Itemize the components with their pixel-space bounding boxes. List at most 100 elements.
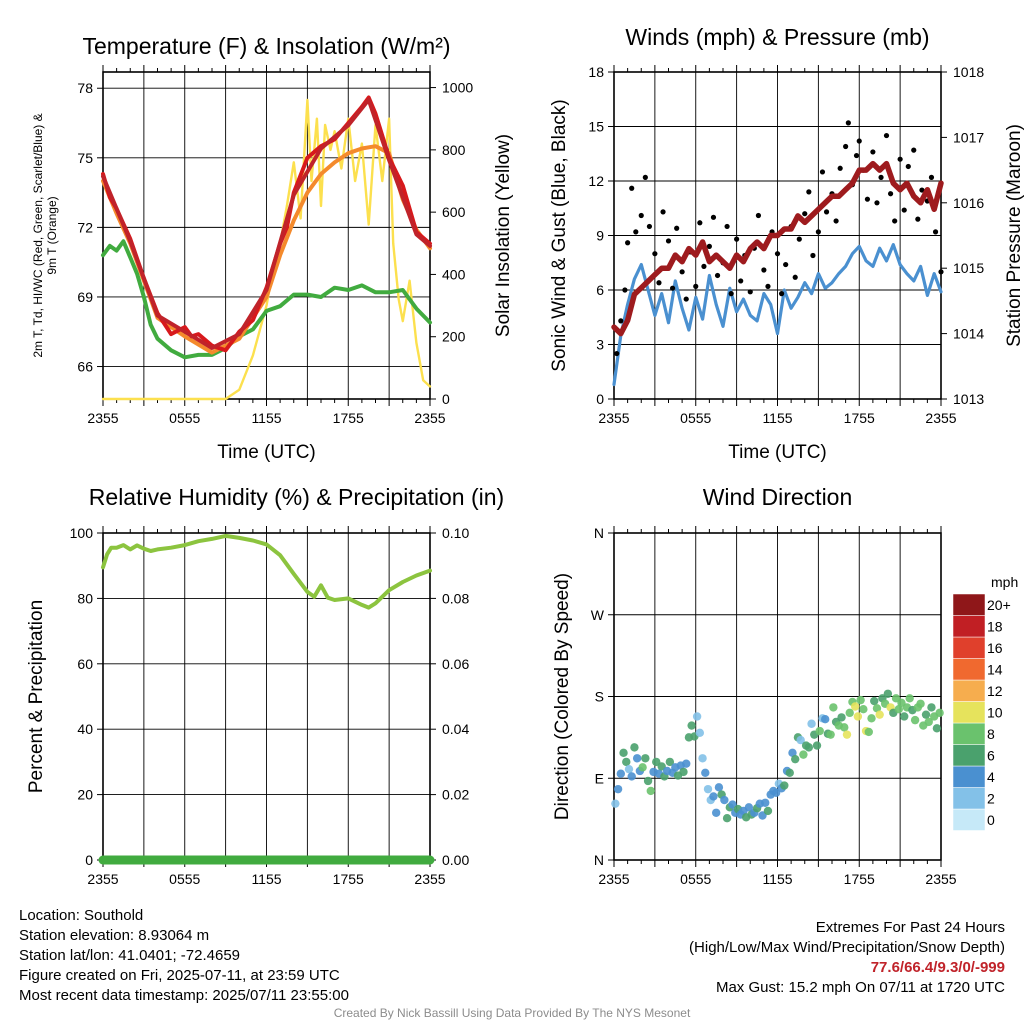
x-tick-label: 2355: [925, 410, 956, 426]
gust-point: [674, 225, 680, 231]
colorbar-label: 20+: [987, 597, 1011, 613]
direction-point: [720, 795, 729, 805]
extremes-info: Extremes For Past 24 Hours (High/Low/Max…: [689, 918, 1005, 998]
gust-point: [810, 252, 816, 259]
chart-title: Temperature (F) & Insolation (W/m²): [82, 33, 450, 59]
gust-point: [761, 267, 767, 273]
direction-point: [703, 784, 713, 794]
x-tick-label: 1155: [251, 410, 281, 426]
x-tick-label: 1155: [251, 871, 281, 887]
gust-point: [870, 149, 876, 155]
gust-point: [765, 283, 771, 289]
direction-point: [709, 792, 718, 801]
direction-point: [870, 696, 879, 706]
gust-point: [778, 291, 785, 297]
y-right-tick-label: 1000: [442, 80, 473, 96]
direction-point: [796, 735, 805, 745]
direction-point: [804, 743, 814, 752]
direction-point: [692, 712, 702, 721]
x-tick-label: 0555: [169, 410, 200, 426]
direction-point: [845, 708, 854, 718]
y-right-tick-label: 1017: [953, 129, 984, 145]
y-tick-label: W: [591, 607, 605, 623]
elevation-text: Station elevation: 8.93064 m: [19, 927, 210, 944]
y-tick-label: 6: [596, 282, 604, 298]
y-right-tick-label: 1014: [953, 326, 984, 342]
y-right-axis-label: Station Pressure (Maroon): [1004, 124, 1024, 347]
chart-title: Relative Humidity (%) & Precipitation (i…: [89, 484, 504, 510]
x-tick-label: 1755: [333, 410, 364, 426]
x-tick-label: 2355: [87, 871, 118, 887]
latlon-text: Station lat/lon: 41.0401; -72.4659: [19, 947, 241, 964]
y-right-tick-label: 1015: [953, 260, 984, 276]
gust-point: [622, 287, 628, 293]
colorbar-label: 14: [987, 661, 1003, 677]
gust-point: [911, 147, 917, 153]
y-right-tick-label: 0: [442, 391, 450, 407]
gust-point: [724, 223, 730, 230]
series-line: [612, 243, 943, 387]
gust-point: [665, 238, 672, 244]
direction-point: [932, 724, 942, 733]
direction-point: [927, 703, 936, 712]
gust-point: [755, 212, 762, 219]
gust-point: [738, 278, 744, 284]
direction-point: [785, 768, 794, 777]
station-info: Location: Southold Station elevation: 8.…: [19, 906, 349, 1006]
x-tick-label: 0555: [169, 871, 200, 887]
series-station-pressure: [611, 160, 944, 337]
y-tick-label: N: [594, 525, 604, 541]
y-right-tick-label: 0.02: [442, 787, 469, 803]
recent-data-text: Most recent data timestamp: 2025/07/11 2…: [19, 987, 349, 1004]
x-tick-label: 2355: [414, 871, 445, 887]
direction-point: [695, 728, 705, 738]
gust-point: [652, 251, 658, 257]
gust-point: [837, 165, 843, 171]
direction-point: [622, 757, 631, 767]
direction-point: [744, 803, 754, 812]
y-axis-label: Direction (Colored By Speed): [552, 573, 573, 820]
gust-point: [697, 220, 703, 226]
direction-point: [815, 726, 824, 736]
x-tick-label: 1155: [762, 871, 792, 887]
direction-point: [638, 763, 647, 772]
x-tick-label: 2355: [87, 410, 118, 426]
gust-point: [883, 132, 890, 139]
y-tick-label: 69: [77, 289, 93, 305]
series-line: [611, 160, 944, 337]
y-tick-label: 60: [77, 656, 93, 672]
direction-point: [711, 808, 721, 817]
y-right-tick-label: 800: [442, 142, 466, 158]
gust-point: [774, 251, 781, 257]
y-tick-label: N: [594, 852, 604, 868]
gust-point: [892, 218, 898, 224]
x-tick-label: 1755: [844, 410, 875, 426]
direction-point: [916, 699, 925, 708]
direction-point: [826, 730, 835, 739]
direction-point: [853, 712, 863, 721]
direction-point: [842, 730, 852, 739]
direction-point: [799, 750, 808, 759]
colorbar-swatch: [952, 593, 986, 616]
series-line: [101, 533, 432, 610]
gust-point: [669, 285, 676, 291]
gust-point: [819, 169, 826, 175]
direction-point: [698, 754, 707, 763]
colorbar-label: 18: [987, 618, 1003, 634]
direction-point: [616, 769, 626, 778]
direction-point: [613, 784, 623, 794]
extremes-values: 77.6/66.4/9.3/0/-999: [870, 959, 1005, 976]
colorbar-title: mph: [991, 574, 1018, 590]
direction-point: [643, 776, 653, 786]
gust-point: [806, 189, 812, 195]
direction-point: [619, 748, 628, 758]
gust-point: [625, 240, 631, 246]
y-tick-label: 9: [596, 228, 604, 244]
direction-point: [875, 710, 884, 719]
series-hi-wc: [101, 97, 432, 350]
x-tick-label: 1155: [762, 410, 792, 426]
chart-title: Wind Direction: [703, 484, 853, 510]
direction-point: [761, 798, 770, 807]
gust-point: [646, 223, 653, 230]
gust-point: [792, 274, 798, 280]
